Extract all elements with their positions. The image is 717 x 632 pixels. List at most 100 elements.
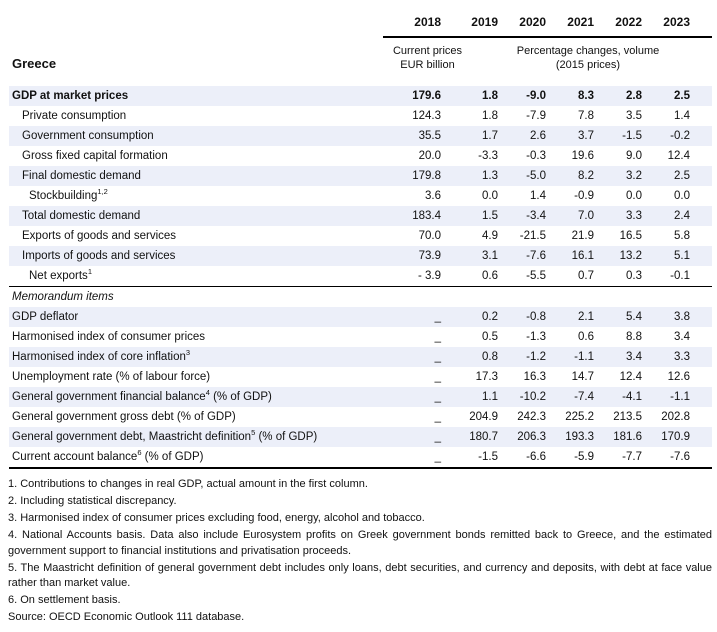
value-cell: 213.5 xyxy=(613,411,642,423)
value-cell: 206.3 xyxy=(517,431,546,443)
memorandum-section: Memorandum items GDP deflator _ 0.2 -0.8 2.1 5… xyxy=(9,286,712,467)
value-cell: 16.3 xyxy=(523,371,546,383)
value-cell: 16.5 xyxy=(619,230,642,242)
value-cell: - 3.9 xyxy=(417,270,441,282)
footnote-marker: 4 xyxy=(205,388,210,398)
value-cell: 8.2 xyxy=(578,170,594,182)
footnote: 2. Including statistical discrepancy. xyxy=(8,495,177,507)
row-label: Net exports1 xyxy=(29,267,92,282)
value-cell: 3.8 xyxy=(674,311,690,323)
value-cell: 1.5 xyxy=(482,210,498,222)
row-label: Memorandum items xyxy=(12,291,114,303)
value-cell: -0.9 xyxy=(574,190,594,202)
value-cell: -4.1 xyxy=(622,391,642,403)
value-cell: 1.4 xyxy=(530,190,546,202)
year-header-2018: 2018 xyxy=(414,15,441,29)
value-cell: 124.3 xyxy=(412,110,441,122)
value-cell: 2.8 xyxy=(626,90,642,102)
value-cell: -5.0 xyxy=(526,170,546,182)
value-cell: 13.2 xyxy=(619,250,642,262)
value-cell: -0.3 xyxy=(526,150,546,162)
value-cell: 7.8 xyxy=(578,110,594,122)
table-row: Final domestic demand 179.8 1.3 -5.0 8.2 3.2 2… xyxy=(9,166,712,186)
table-row: Unemployment rate (% of labour force) _ 17… xyxy=(9,367,712,387)
value-cell: 1.8 xyxy=(482,90,498,102)
value-cell: 20.0 xyxy=(418,150,441,162)
value-cell: 3.4 xyxy=(626,351,642,363)
table-row: General government financial balance4 (%… xyxy=(9,387,712,407)
value-cell: -1.5 xyxy=(478,451,498,463)
country-title: Greece xyxy=(12,56,57,71)
row-label: Total domestic demand xyxy=(22,210,141,222)
value-cell: -5.5 xyxy=(526,270,546,282)
value-cell: 3.1 xyxy=(482,250,498,262)
value-cell: -10.2 xyxy=(519,391,546,403)
unit-label-volume-changes: Percentage changes, volume (2015 prices) xyxy=(485,44,691,72)
value-cell: 1.3 xyxy=(482,170,498,182)
value-cell: _ xyxy=(434,411,441,423)
value-cell: 0.7 xyxy=(578,270,594,282)
row-label: Harmonised index of consumer prices xyxy=(12,331,206,343)
year-header-2023: 2023 xyxy=(663,15,690,29)
value-cell: 8.8 xyxy=(626,331,642,343)
value-cell: 204.9 xyxy=(469,411,498,423)
row-label: Unemployment rate (% of labour force) xyxy=(12,371,211,383)
value-cell: -1.2 xyxy=(526,351,546,363)
row-label: General government debt, Maastricht defi… xyxy=(12,428,318,443)
unit-label-volume-changes-line2: (2015 prices) xyxy=(555,59,621,71)
table-row: Current account balance6 (% of GDP) _ -1.5… xyxy=(9,447,712,467)
table-row: GDP deflator _ 0.2 -0.8 2.1 5.4 3.8 xyxy=(9,307,712,327)
value-cell: 0.6 xyxy=(578,331,594,343)
footnote-marker: 5 xyxy=(251,428,256,438)
value-cell: 7.0 xyxy=(578,210,594,222)
table-row: Government consumption 35.5 1.7 2.6 3.7 -1.5 -… xyxy=(9,126,712,146)
value-cell: 5.4 xyxy=(626,311,642,323)
value-cell: 4.9 xyxy=(482,230,498,242)
row-label: Stockbuilding1,2 xyxy=(29,187,108,202)
main-rows-section: GDP at market prices 179.6 1.8 -9.0 8.3 2.8 2.… xyxy=(9,86,712,286)
source-note: Source: OECD Economic Outlook 111 databa… xyxy=(8,611,245,623)
row-label: Private consumption xyxy=(22,110,127,122)
value-cell: -7.9 xyxy=(526,110,546,122)
row-label: GDP at market prices xyxy=(12,90,129,102)
footnote: 1. Contributions to changes in real GDP,… xyxy=(8,478,368,490)
value-cell: _ xyxy=(434,391,441,403)
value-cell: 73.9 xyxy=(418,250,441,262)
value-cell: -0.1 xyxy=(670,270,690,282)
value-cell: 12.4 xyxy=(667,150,690,162)
row-label: Final domestic demand xyxy=(22,170,141,182)
value-cell: -1.1 xyxy=(574,351,594,363)
table-row: General government debt, Maastricht defi… xyxy=(9,427,712,447)
value-cell: 17.3 xyxy=(475,371,498,383)
value-cell: 5.1 xyxy=(674,250,690,262)
footnote: 3. Harmonised index of consumer prices e… xyxy=(8,512,425,524)
year-header-2019: 2019 xyxy=(471,15,498,29)
value-cell: 180.7 xyxy=(469,431,498,443)
footnote-marker: 1,2 xyxy=(97,187,108,197)
table-row: General government gross debt (% of GDP)… xyxy=(9,407,712,427)
year-header-2021: 2021 xyxy=(567,15,594,29)
value-cell: -1.3 xyxy=(526,331,546,343)
table-row: Memorandum items xyxy=(9,287,712,307)
years-header-row: 2018 2019 2020 2021 2022 2023 xyxy=(9,14,712,30)
value-cell: 1.4 xyxy=(674,110,690,122)
value-cell: 21.9 xyxy=(571,230,594,242)
table-row: GDP at market prices 179.6 1.8 -9.0 8.3 2.8 2.… xyxy=(9,86,712,106)
value-cell: 70.0 xyxy=(418,230,441,242)
footnote: 5. The Maastricht definition of general … xyxy=(8,561,712,590)
table-row: Gross fixed capital formation 20.0 -3.3 -0.… xyxy=(9,146,712,166)
footnote-marker: 3 xyxy=(185,348,191,358)
value-cell: -1.1 xyxy=(670,391,690,403)
value-cell: -6.6 xyxy=(526,451,546,463)
value-cell: 35.5 xyxy=(418,130,441,142)
value-cell: _ xyxy=(434,311,441,323)
value-cell: -7.4 xyxy=(574,391,594,403)
value-cell: -0.8 xyxy=(526,311,546,323)
units-spacer: Greece xyxy=(9,44,370,72)
value-cell: 3.2 xyxy=(626,170,642,182)
unit-label-current-prices-line1: Current prices xyxy=(392,45,463,57)
table-row: Net exports1 - 3.9 0.6 -5.5 0.7 0.3 -0.1 xyxy=(9,266,712,286)
value-cell: 0.0 xyxy=(626,190,642,202)
value-cell: _ xyxy=(434,371,441,383)
